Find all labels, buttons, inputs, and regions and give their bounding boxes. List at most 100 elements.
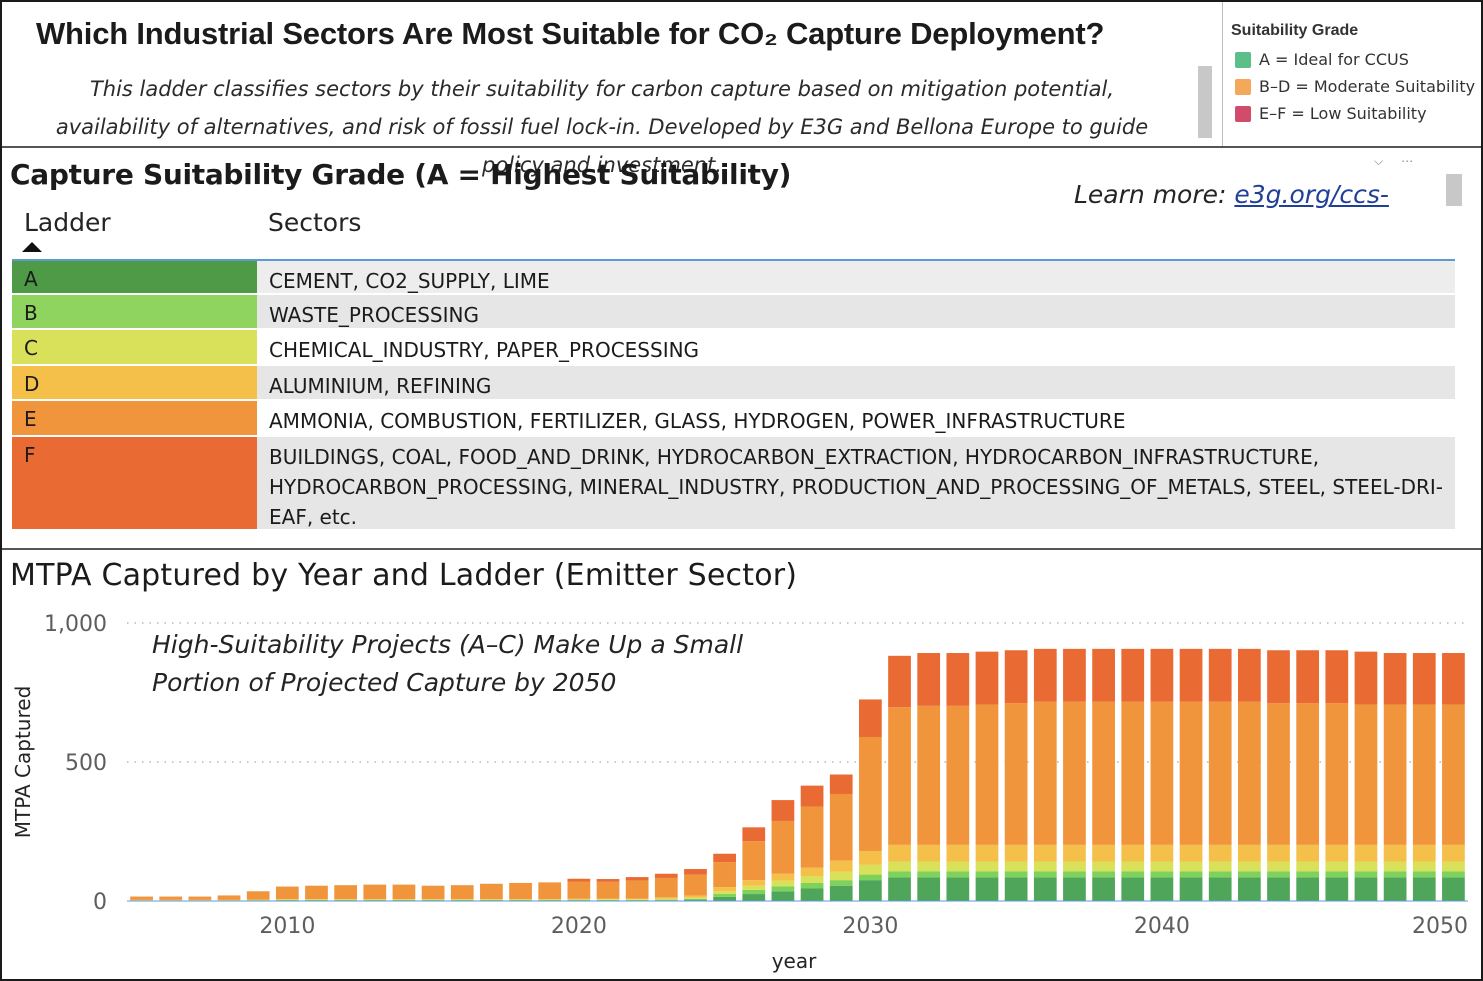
bar-segment-e (1237, 701, 1261, 845)
bar-segment-a (800, 888, 824, 901)
bar-segment-d (1296, 844, 1320, 862)
bar-segment-e (1354, 704, 1378, 845)
legend-swatch-a (1235, 51, 1251, 68)
bar-segment-f (567, 878, 591, 882)
visual-header-icons[interactable]: ⌵⋯ (1374, 154, 1432, 168)
bar-segment-b (392, 899, 416, 901)
bar-segment-e (1296, 703, 1320, 845)
bar-segment-f (654, 873, 678, 878)
bar-segment-c (946, 861, 970, 872)
sort-ascending-icon[interactable] (22, 242, 42, 252)
report-header: Which Industrial Sectors Are Most Suitab… (2, 2, 1222, 177)
bar-segment-f (1121, 648, 1145, 702)
bar-segment-a (946, 877, 970, 901)
bar-segment-b (684, 898, 707, 900)
bar-segment-c (975, 861, 999, 872)
bar-segment-c (684, 897, 707, 899)
x-tick-label: 2020 (551, 914, 607, 939)
table-row[interactable]: E AMMONIA, COMBUSTION, FERTILIZER, GLASS,… (12, 401, 1455, 437)
bar-segment-c (829, 871, 853, 881)
bar-segment-e (917, 705, 941, 845)
legend-label-ef: E–F = Low Suitability (1259, 104, 1427, 123)
table-row[interactable]: D ALUMINIUM, REFINING (12, 366, 1455, 401)
bar-segment-e (1208, 701, 1232, 845)
y-tick-label: 500 (65, 751, 107, 776)
bar-segment-c (1004, 861, 1028, 872)
legend-item-ef: E–F = Low Suitability (1235, 104, 1427, 123)
bar-segment-a (1208, 877, 1232, 901)
bar-segment-f (917, 653, 941, 706)
bar-segment-f (1354, 651, 1378, 705)
bar-segment-d (1383, 844, 1407, 862)
column-header-ladder[interactable]: Ladder (24, 208, 111, 237)
table-scrollbar[interactable] (1446, 174, 1462, 206)
bar-segment-b (334, 899, 358, 901)
bar-segment-e (1033, 701, 1057, 845)
bar-segment-d (1325, 844, 1349, 862)
table-row[interactable]: F BUILDINGS, COAL, FOOD_AND_DRINK, HYDROC… (12, 437, 1455, 531)
table-row[interactable]: A CEMENT, CO2_SUPPLY, LIME (12, 261, 1455, 295)
bar-segment-c (1383, 861, 1407, 872)
bar-segment-b (654, 899, 678, 901)
bar-segment-e (334, 885, 358, 900)
bar-segment-c (1063, 861, 1086, 872)
bar-segment-a (1325, 877, 1349, 901)
bar-segment-b (1092, 871, 1115, 878)
bar-segment-d (275, 899, 299, 900)
bar-segment-f (1412, 653, 1436, 705)
bar-segment-b (1033, 871, 1057, 878)
bar-segment-b (713, 894, 736, 897)
bar-segment-e (275, 886, 299, 900)
bar-segment-c (771, 880, 795, 887)
bar-segment-f (1267, 650, 1290, 704)
y-tick-label: 0 (93, 890, 107, 915)
learn-more-link[interactable]: e3g.org/ccs- (1234, 180, 1389, 209)
column-header-sectors[interactable]: Sectors (268, 208, 362, 237)
bar-segment-a (713, 896, 736, 901)
bar-segment-b (305, 899, 328, 901)
bar-segment-e (305, 885, 328, 900)
y-tick-label: 1,000 (44, 612, 107, 637)
bar-segment-f (829, 774, 853, 794)
bar-segment-b (1237, 871, 1261, 878)
table-row[interactable]: B WASTE_PROCESSING (12, 295, 1455, 330)
bar-segment-b (1267, 871, 1290, 878)
bar-segment-e (1325, 703, 1349, 845)
bar-segment-f (771, 800, 795, 821)
bar-segment-a (1383, 877, 1407, 901)
bar-segment-f (859, 699, 882, 737)
bar-segment-f (1325, 650, 1349, 704)
bar-segment-e (771, 820, 795, 874)
bar-segment-e (975, 704, 999, 845)
table-row[interactable]: C CHEMICAL_INDUSTRY, PAPER_PROCESSING (12, 330, 1455, 366)
chart-annotation: High-Suitability Projects (A–C) Make Up … (152, 630, 744, 697)
bar-segment-d (1063, 844, 1086, 862)
bar-segment-d (684, 895, 707, 898)
bar-segment-e (596, 881, 620, 899)
bar-segment-a (1296, 877, 1320, 901)
bar-segment-b (1325, 871, 1349, 878)
bar-segment-e (684, 874, 707, 896)
bar-segment-a (859, 880, 882, 901)
bar-segment-c (742, 885, 766, 890)
bar-segment-d (800, 867, 824, 876)
header-scrollbar[interactable] (1198, 66, 1212, 138)
ladder-cell: F (12, 437, 257, 529)
bar-segment-e (421, 885, 445, 900)
sectors-cell: BUILDINGS, COAL, FOOD_AND_DRINK, HYDROCA… (257, 437, 1455, 529)
bar-segment-b (1296, 871, 1320, 878)
bar-segment-e (1412, 704, 1436, 845)
bar-segment-a (1237, 877, 1261, 901)
legend-swatch-bd (1235, 78, 1251, 95)
table-body: A CEMENT, CO2_SUPPLY, LIME B WASTE_PROCESSI… (12, 261, 1455, 531)
sectors-cell: CEMENT, CO2_SUPPLY, LIME (257, 261, 1455, 293)
bar-segment-a (1121, 877, 1145, 901)
bar-segment-d (1004, 844, 1028, 862)
bar-segment-d (1121, 844, 1145, 862)
bar-segment-b (946, 871, 970, 878)
section-divider (2, 146, 1481, 148)
stacked-bar-chart: 0 500 1,000 2010 2020 2030 2040 2050 year MTPA Ca… (11, 612, 1468, 973)
bar-segment-c (1179, 861, 1203, 872)
bar-segment-f (1383, 653, 1407, 705)
bar-segment-d (1208, 844, 1232, 862)
